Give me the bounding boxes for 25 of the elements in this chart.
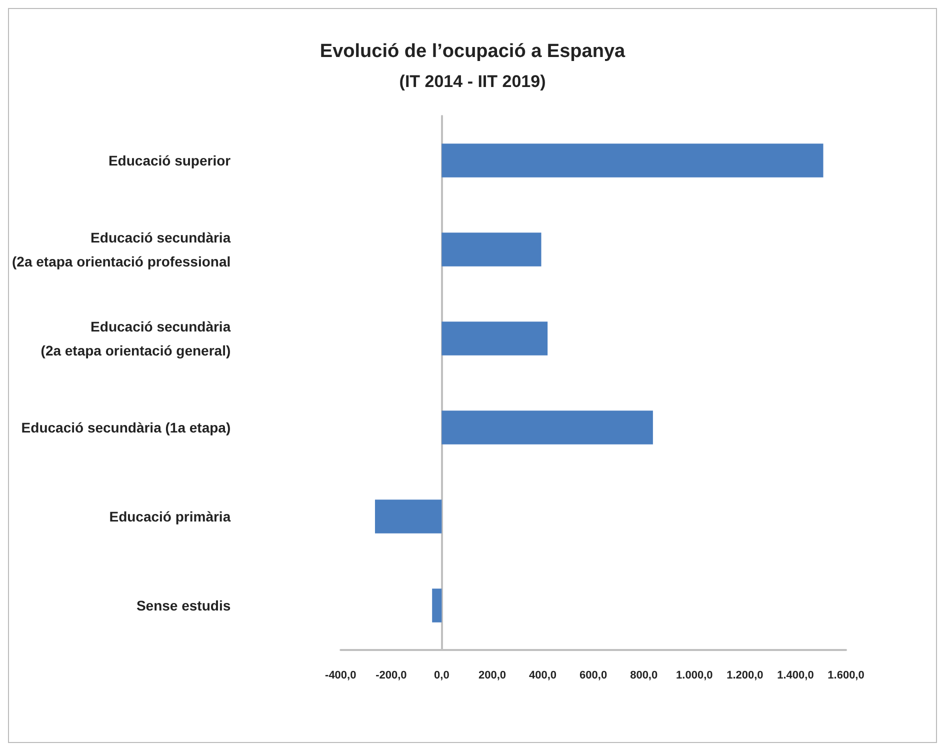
y-tick-label: Educació secundària (2a etapa orientació general) — [40, 318, 231, 358]
x-tick-label: 1.400,0 — [777, 670, 814, 682]
chart-subtitle: (IT 2014 - IIT 2019) — [399, 72, 546, 91]
x-tick-label: 800,0 — [630, 670, 658, 682]
x-tick-label: -200,0 — [376, 670, 407, 682]
bar — [442, 410, 653, 444]
y-tick-label: Sense estudis — [136, 598, 231, 614]
bar — [442, 322, 548, 356]
y-tick-label: Educació primària — [109, 508, 231, 524]
bar — [442, 144, 824, 178]
y-tick-label: Educació secundària (1a etapa) — [21, 420, 231, 436]
x-tick-label: 400,0 — [529, 670, 557, 682]
y-tick-label: Educació superior — [108, 152, 232, 168]
bar — [374, 500, 442, 534]
x-tick-label: 200,0 — [478, 670, 506, 682]
bar — [442, 232, 542, 266]
bar — [432, 588, 442, 622]
x-tick-label: 1.000,0 — [676, 670, 713, 682]
chart-title: Evolució de l’ocupació a Espanya — [320, 41, 626, 62]
x-tick-label: 600,0 — [580, 670, 608, 682]
x-tick-label: 0,0 — [434, 670, 450, 682]
x-tick-label: 1.200,0 — [726, 670, 764, 682]
y-tick-label: Educació secundària (2a etapa orientació professional — [12, 230, 231, 270]
x-tick-label: -400,0 — [325, 670, 356, 682]
x-tick-label: 1.600,0 — [828, 670, 864, 682]
